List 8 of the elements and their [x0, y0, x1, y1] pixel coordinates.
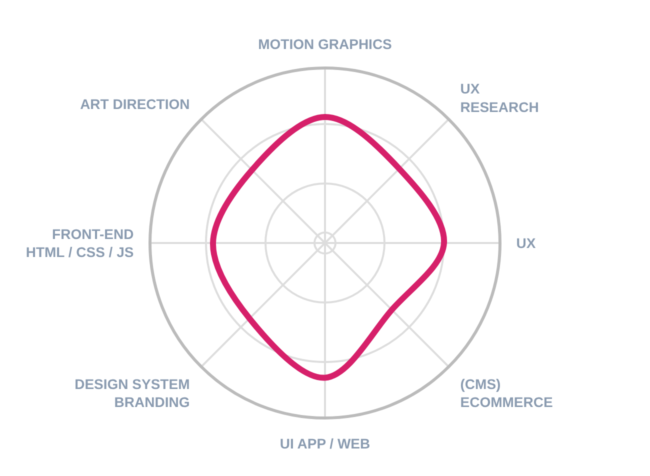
spoke-label: DESIGN SYSTEM BRANDING: [74, 376, 190, 410]
spoke-label: (CMS) ECOMMERCE: [460, 376, 553, 410]
spoke-label: UX: [516, 234, 536, 251]
spoke-label: ART DIRECTION: [80, 96, 190, 112]
spoke-label: UI APP / WEB: [280, 435, 370, 452]
spoke-label: UX RESEARCH: [460, 80, 539, 115]
spoke-label: MOTION GRAPHICS: [258, 36, 392, 52]
spoke-label: FRONT-END HTML / CSS / JS: [26, 226, 134, 260]
